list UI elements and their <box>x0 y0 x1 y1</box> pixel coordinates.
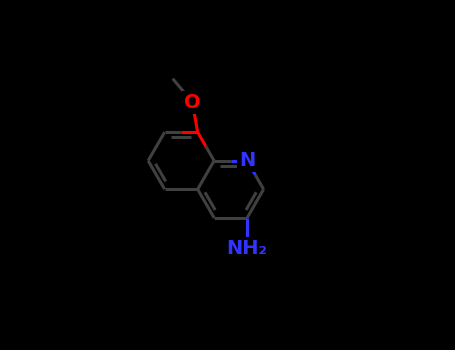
Text: O: O <box>184 92 201 112</box>
Text: N: N <box>239 151 255 170</box>
Text: NH₂: NH₂ <box>227 239 268 258</box>
